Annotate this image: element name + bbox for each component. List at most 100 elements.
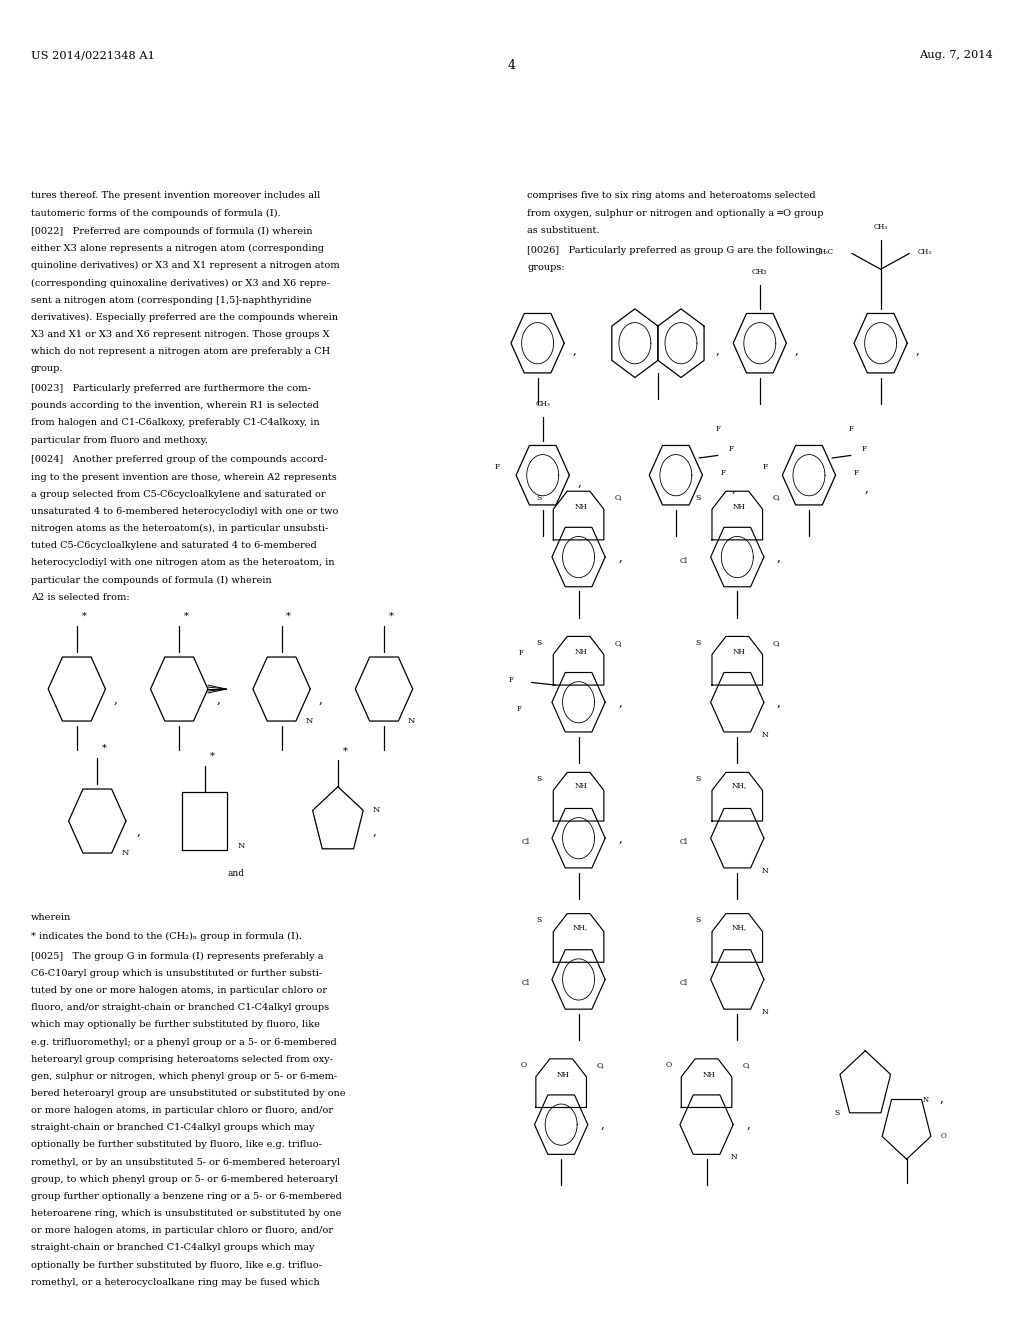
Text: O,: O, [614,494,623,502]
Text: *: * [102,744,106,752]
Text: F: F [517,705,521,713]
Text: particular the compounds of formula (I) wherein: particular the compounds of formula (I) … [31,576,271,585]
Text: NH: NH [574,648,587,656]
Text: tures thereof. The present invention moreover includes all: tures thereof. The present invention mor… [31,191,319,201]
Text: NH: NH [733,503,745,511]
Text: tautomeric forms of the compounds of formula (I).: tautomeric forms of the compounds of for… [31,209,281,218]
Text: CH₃: CH₃ [873,223,888,231]
Text: F: F [716,425,720,433]
Text: 4: 4 [508,59,516,73]
Text: F: F [849,425,853,433]
Text: straight-chain or branched C1-C4alkyl groups which may: straight-chain or branched C1-C4alkyl gr… [31,1123,314,1133]
Text: group, to which phenyl group or 5- or 6-membered heteroaryl: group, to which phenyl group or 5- or 6-… [31,1175,338,1184]
Text: CH₃: CH₃ [536,400,550,408]
Text: N: N [762,730,768,739]
Text: * indicates the bond to the (CH₂)ₙ group in formula (I).: * indicates the bond to the (CH₂)ₙ group… [31,932,302,941]
Text: N: N [408,717,416,725]
Text: which may optionally be further substituted by fluoro, like: which may optionally be further substitu… [31,1020,319,1030]
Text: heteroarene ring, which is unsubstituted or substituted by one: heteroarene ring, which is unsubstituted… [31,1209,341,1218]
Text: NH: NH [574,503,587,511]
Text: S: S [835,1109,840,1117]
Text: group further optionally a benzene ring or a 5- or 6-membered: group further optionally a benzene ring … [31,1192,342,1201]
Text: as substituent.: as substituent. [527,226,600,235]
Text: which do not represent a nitrogen atom are preferably a CH: which do not represent a nitrogen atom a… [31,347,330,356]
Text: ,: , [777,550,781,564]
Text: tuted by one or more halogen atoms, in particular chloro or: tuted by one or more halogen atoms, in p… [31,986,327,995]
Text: ,: , [216,693,220,706]
Text: tuted C5-C6cycloalkylene and saturated 4 to 6-membered: tuted C5-C6cycloalkylene and saturated 4… [31,541,316,550]
Text: F: F [721,469,725,477]
Text: F: F [854,469,858,477]
Text: optionally be further substituted by fluoro, like e.g. trifluo-: optionally be further substituted by flu… [31,1261,322,1270]
Text: bered heteroaryl group are unsubstituted or substituted by one: bered heteroaryl group are unsubstituted… [31,1089,345,1098]
Text: Cl: Cl [680,838,688,846]
Text: NH,: NH, [573,923,588,931]
Text: a group selected from C5-C6cycloalkylene and saturated or: a group selected from C5-C6cycloalkylene… [31,490,326,499]
Text: derivatives). Especially preferred are the compounds wherein: derivatives). Especially preferred are t… [31,313,338,322]
Text: X3 and X1 or X3 and X6 represent nitrogen. Those groups X: X3 and X1 or X3 and X6 represent nitroge… [31,330,330,339]
Text: N: N [305,717,313,725]
Text: NH: NH [574,781,587,789]
Text: S: S [695,639,700,647]
Text: group.: group. [31,364,63,374]
Text: N: N [762,1007,768,1016]
Text: heterocyclodiyl with one nitrogen atom as the heteroatom, in: heterocyclodiyl with one nitrogen atom a… [31,558,334,568]
Text: S: S [695,775,700,783]
Text: *: * [343,747,347,755]
Text: Cl: Cl [521,838,529,846]
Text: particular from fluoro and methoxy.: particular from fluoro and methoxy. [31,436,208,445]
Text: romethyl, or a heterocycloalkane ring may be fused which: romethyl, or a heterocycloalkane ring ma… [31,1278,319,1287]
Text: ,: , [731,482,735,495]
Text: O,: O, [597,1061,605,1069]
Text: F: F [729,445,733,453]
Text: F: F [862,445,866,453]
Text: US 2014/0221348 A1: US 2014/0221348 A1 [31,50,155,61]
Text: NH,: NH, [732,923,746,931]
Text: S: S [537,775,542,783]
Text: O,: O, [773,639,781,647]
Text: optionally be further substituted by fluoro, like e.g. trifluo-: optionally be further substituted by flu… [31,1140,322,1150]
Text: ,: , [373,825,377,838]
Text: [0025]   The group G in formula (I) represents preferably a: [0025] The group G in formula (I) repres… [31,952,324,961]
Text: ,: , [915,343,920,356]
Text: [0026]   Particularly preferred as group G are the following: [0026] Particularly preferred as group G… [527,246,821,255]
Text: [0024]   Another preferred group of the compounds accord-: [0024] Another preferred group of the co… [31,455,327,465]
Text: F: F [509,676,513,684]
Text: or more halogen atoms, in particular chloro or fluoro, and/or: or more halogen atoms, in particular chl… [31,1106,333,1115]
Text: O: O [520,1061,526,1069]
Text: ,: , [795,343,799,356]
Text: e.g. trifluoromethyl; or a phenyl group or a 5- or 6-membered: e.g. trifluoromethyl; or a phenyl group … [31,1038,337,1047]
Text: romethyl, or by an unsubstituted 5- or 6-membered heteroaryl: romethyl, or by an unsubstituted 5- or 6… [31,1158,340,1167]
Text: from halogen and C1-C6alkoxy, preferably C1-C4alkoxy, in: from halogen and C1-C6alkoxy, preferably… [31,418,319,428]
Text: O: O [666,1061,672,1069]
Text: [0023]   Particularly preferred are furthermore the com-: [0023] Particularly preferred are furthe… [31,384,310,393]
Text: F: F [495,463,500,471]
Text: N: N [762,866,768,875]
Text: F: F [763,463,768,471]
Text: straight-chain or branched C1-C4alkyl groups which may: straight-chain or branched C1-C4alkyl gr… [31,1243,314,1253]
Text: fluoro, and/or straight-chain or branched C1-C4alkyl groups: fluoro, and/or straight-chain or branche… [31,1003,329,1012]
Text: A2 is selected from:: A2 is selected from: [31,593,129,602]
Text: [0022]   Preferred are compounds of formula (I) wherein: [0022] Preferred are compounds of formul… [31,227,312,236]
Text: N: N [731,1152,737,1162]
Text: NH: NH [557,1071,569,1078]
Text: sent a nitrogen atom (corresponding [1,5]-naphthyridine: sent a nitrogen atom (corresponding [1,5… [31,296,311,305]
Text: comprises five to six ring atoms and heteroatoms selected: comprises five to six ring atoms and het… [527,191,816,201]
Text: pounds according to the invention, wherein R1 is selected: pounds according to the invention, where… [31,401,318,411]
Text: ing to the present invention are those, wherein A2 represents: ing to the present invention are those, … [31,473,337,482]
Text: N: N [373,807,380,814]
Text: O,: O, [773,494,781,502]
Text: ,: , [618,832,623,845]
Text: ,: , [601,1118,605,1131]
Text: CH₃: CH₃ [918,248,932,256]
Text: ,: , [618,550,623,564]
Text: S: S [537,916,542,924]
Text: O,: O, [742,1061,751,1069]
Text: *: * [184,612,188,620]
Text: Cl: Cl [521,979,529,987]
Text: ,: , [318,693,323,706]
Text: quinoline derivatives) or X3 and X1 represent a nitrogen atom: quinoline derivatives) or X3 and X1 repr… [31,261,339,271]
Text: Cl: Cl [680,979,688,987]
Text: ,: , [777,696,781,709]
Text: ,: , [746,1118,751,1131]
